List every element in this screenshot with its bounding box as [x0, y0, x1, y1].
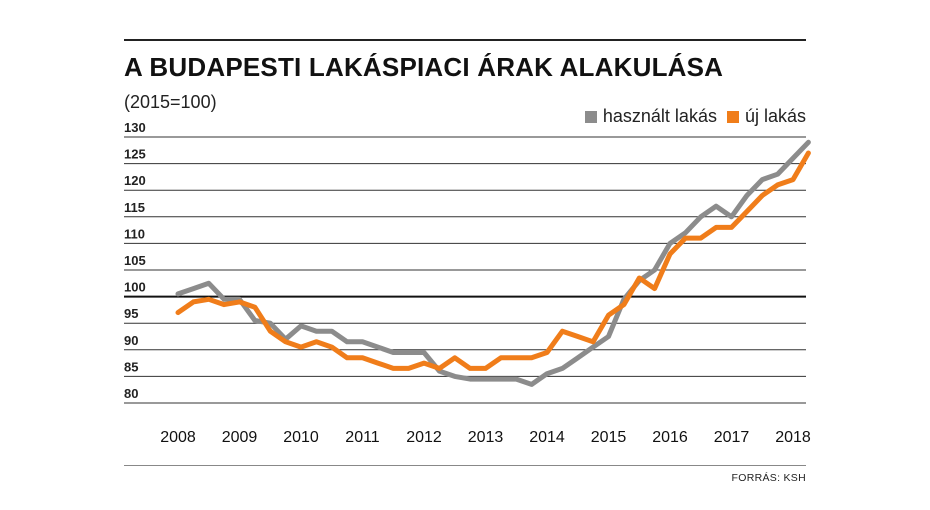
legend-swatch-used — [584, 110, 597, 123]
y-tick-label: 130 — [124, 120, 146, 135]
legend-swatch-new — [726, 110, 739, 123]
y-tick-label: 110 — [124, 226, 145, 241]
x-tick-label: 2018 — [775, 429, 811, 446]
y-tick-label: 85 — [124, 359, 138, 374]
legend: használt lakás új lakás — [575, 106, 806, 127]
x-tick-label: 2014 — [529, 429, 565, 446]
series-line-used-group — [175, 139, 811, 387]
x-tick-label: 2010 — [283, 429, 319, 446]
x-tick-label: 2017 — [714, 429, 750, 446]
y-tick-label: 120 — [124, 173, 146, 188]
legend-label-new: új lakás — [744, 106, 806, 126]
chart-title: A BUDAPESTI LAKÁSPIACI ÁRAK ALAKULÁSA — [124, 52, 724, 82]
y-tick-label: 95 — [124, 306, 138, 321]
y-tick-label: 80 — [124, 386, 138, 401]
y-tick-label: 100 — [124, 280, 146, 295]
chart-subtitle: (2015=100) — [124, 92, 217, 112]
series-line-new — [175, 150, 811, 371]
y-tick-label: 115 — [124, 200, 145, 215]
y-tick-label: 125 — [124, 147, 146, 162]
source-note: FORRÁS: KSH — [731, 472, 806, 484]
x-tick-label: 2011 — [345, 429, 380, 446]
x-tick-label: 2008 — [160, 429, 196, 446]
series-lines — [175, 139, 811, 387]
grid-lines — [124, 136, 806, 404]
series-line-used — [175, 139, 811, 387]
legend-label-used: használt lakás — [602, 106, 717, 126]
y-axis-ticks: 130 125 120 115 110 105 100 95 90 85 80 — [124, 120, 146, 401]
y-tick-label: 90 — [124, 333, 138, 348]
x-tick-label: 2009 — [222, 429, 258, 446]
bottom-rule — [124, 465, 806, 466]
x-tick-label: 2016 — [652, 429, 688, 446]
legend-item-new: új lakás — [726, 106, 806, 127]
x-tick-label: 2012 — [406, 429, 442, 446]
legend-item-used: használt lakás — [584, 106, 717, 127]
series-line-new-group — [175, 150, 811, 371]
x-tick-label: 2015 — [591, 429, 627, 446]
x-tick-label: 2013 — [468, 429, 504, 446]
x-axis-ticks: 2008 2009 2010 2011 2012 2013 2014 2015 2016 2017… — [160, 429, 811, 446]
y-tick-label: 105 — [124, 253, 146, 268]
top-rule — [124, 39, 806, 41]
